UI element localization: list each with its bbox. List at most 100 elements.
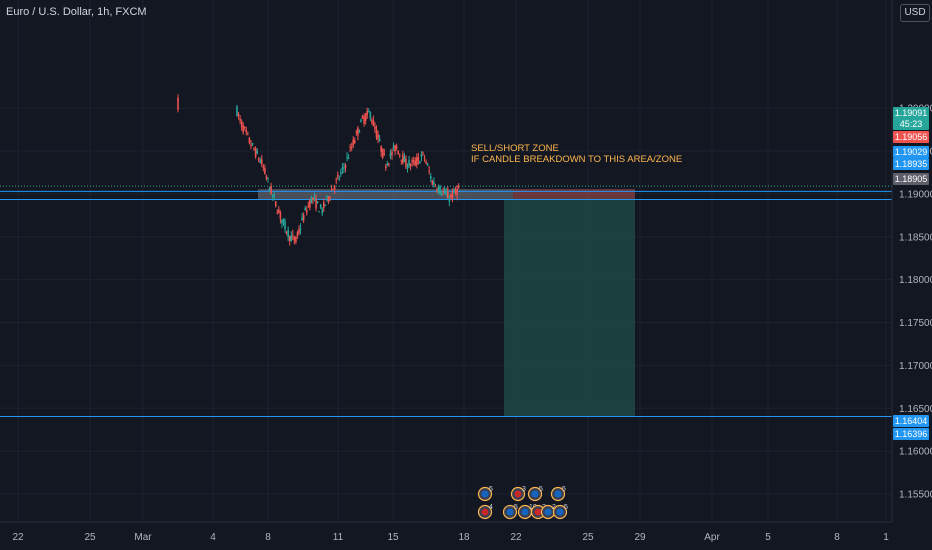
candle xyxy=(313,192,316,202)
candle xyxy=(326,194,328,203)
event-count-label: 3 xyxy=(522,486,526,493)
event-flag-icon[interactable]: 5 xyxy=(477,486,494,502)
svg-text:1.19029: 1.19029 xyxy=(895,147,928,157)
price-axis-label: 1.19029 xyxy=(893,146,929,158)
svg-text:1.19091: 1.19091 xyxy=(895,108,928,118)
candle xyxy=(240,119,243,131)
candle xyxy=(391,148,393,160)
candle xyxy=(381,148,384,160)
candle xyxy=(361,114,364,119)
candle xyxy=(271,193,274,201)
candle xyxy=(268,186,271,192)
candle xyxy=(312,197,314,205)
candle xyxy=(282,218,285,227)
x-tick-label: 4 xyxy=(210,532,216,543)
candle xyxy=(251,142,254,146)
candle xyxy=(451,188,454,203)
price-axis-label: 1.19091 xyxy=(893,107,929,119)
candle xyxy=(310,195,313,204)
candle xyxy=(262,163,265,172)
candle xyxy=(383,148,386,156)
candle xyxy=(344,163,347,173)
candle xyxy=(422,151,424,156)
candle xyxy=(346,152,348,162)
candle xyxy=(417,152,420,165)
price-axis-label: 1.18905 xyxy=(893,173,929,185)
candle xyxy=(319,203,322,209)
candle xyxy=(315,194,317,212)
candle xyxy=(295,235,297,245)
x-tick-label: 1 xyxy=(883,532,889,543)
event-flag-icon[interactable]: 4 xyxy=(477,504,494,520)
candle xyxy=(236,104,238,117)
event-count-label: 5 xyxy=(562,486,566,493)
candle xyxy=(296,230,299,239)
candle xyxy=(447,186,449,199)
candle xyxy=(299,223,302,235)
candle xyxy=(372,115,375,127)
event-flag-icon[interactable]: 5 xyxy=(550,486,567,502)
x-tick-label: 5 xyxy=(765,532,771,543)
candle xyxy=(254,146,257,159)
y-tick-label: 1.17000 xyxy=(899,361,932,372)
candle xyxy=(357,126,359,141)
candle xyxy=(420,151,423,162)
candle xyxy=(434,183,437,187)
svg-text:45:23: 45:23 xyxy=(900,119,923,129)
candle xyxy=(248,136,251,145)
x-tick-label: 8 xyxy=(265,532,271,543)
candle xyxy=(440,191,443,196)
candle xyxy=(257,157,260,163)
candle xyxy=(443,186,446,195)
candle xyxy=(360,118,362,123)
x-tick-label: 25 xyxy=(582,532,594,543)
candle xyxy=(341,163,344,175)
candle xyxy=(318,210,320,213)
candle xyxy=(279,210,282,224)
candle xyxy=(298,225,300,236)
candle xyxy=(274,201,277,208)
candle xyxy=(290,231,293,242)
candle xyxy=(336,171,339,180)
candle xyxy=(292,229,294,240)
svg-text:1.18935: 1.18935 xyxy=(895,159,928,169)
event-count-label: 4 xyxy=(489,504,493,511)
candle xyxy=(302,212,305,224)
candle xyxy=(287,226,289,242)
chart-title: Euro / U.S. Dollar, 1h, FXCM xyxy=(6,6,147,18)
event-flag-icon[interactable]: 3 xyxy=(510,486,527,502)
event-flag-icon[interactable]: 5 xyxy=(527,486,544,502)
y-tick-label: 1.15500 xyxy=(899,490,932,501)
event-flag-icon[interactable]: 5 xyxy=(502,504,519,520)
candle xyxy=(332,188,334,190)
stop-zone-box xyxy=(513,189,635,200)
x-tick-label: 15 xyxy=(387,532,399,543)
candle xyxy=(324,204,327,207)
x-tick-label: Mar xyxy=(134,532,152,543)
currency-button[interactable]: USD xyxy=(900,4,930,22)
candle xyxy=(425,159,427,165)
x-tick-label: 22 xyxy=(12,532,24,543)
event-flag-icon[interactable]: 5 xyxy=(552,504,569,520)
y-tick-label: 1.17500 xyxy=(899,318,932,329)
svg-text:1.16396: 1.16396 xyxy=(895,429,928,439)
event-count-label: 5 xyxy=(539,486,543,493)
candle xyxy=(250,140,252,150)
y-tick-label: 1.18500 xyxy=(899,232,932,243)
candle xyxy=(405,155,407,170)
x-tick-label: 18 xyxy=(458,532,470,543)
candle xyxy=(247,131,249,136)
candle xyxy=(278,206,280,214)
candle xyxy=(423,154,426,163)
candle xyxy=(454,186,457,196)
candle xyxy=(335,177,337,185)
candle xyxy=(301,212,303,222)
sell-zone-box xyxy=(258,189,513,200)
candle xyxy=(265,174,268,181)
candle xyxy=(321,207,324,216)
candle xyxy=(397,150,399,155)
economic-events: 53554510225 xyxy=(477,486,569,520)
candle xyxy=(364,112,367,125)
x-tick-label: 22 xyxy=(510,532,522,543)
